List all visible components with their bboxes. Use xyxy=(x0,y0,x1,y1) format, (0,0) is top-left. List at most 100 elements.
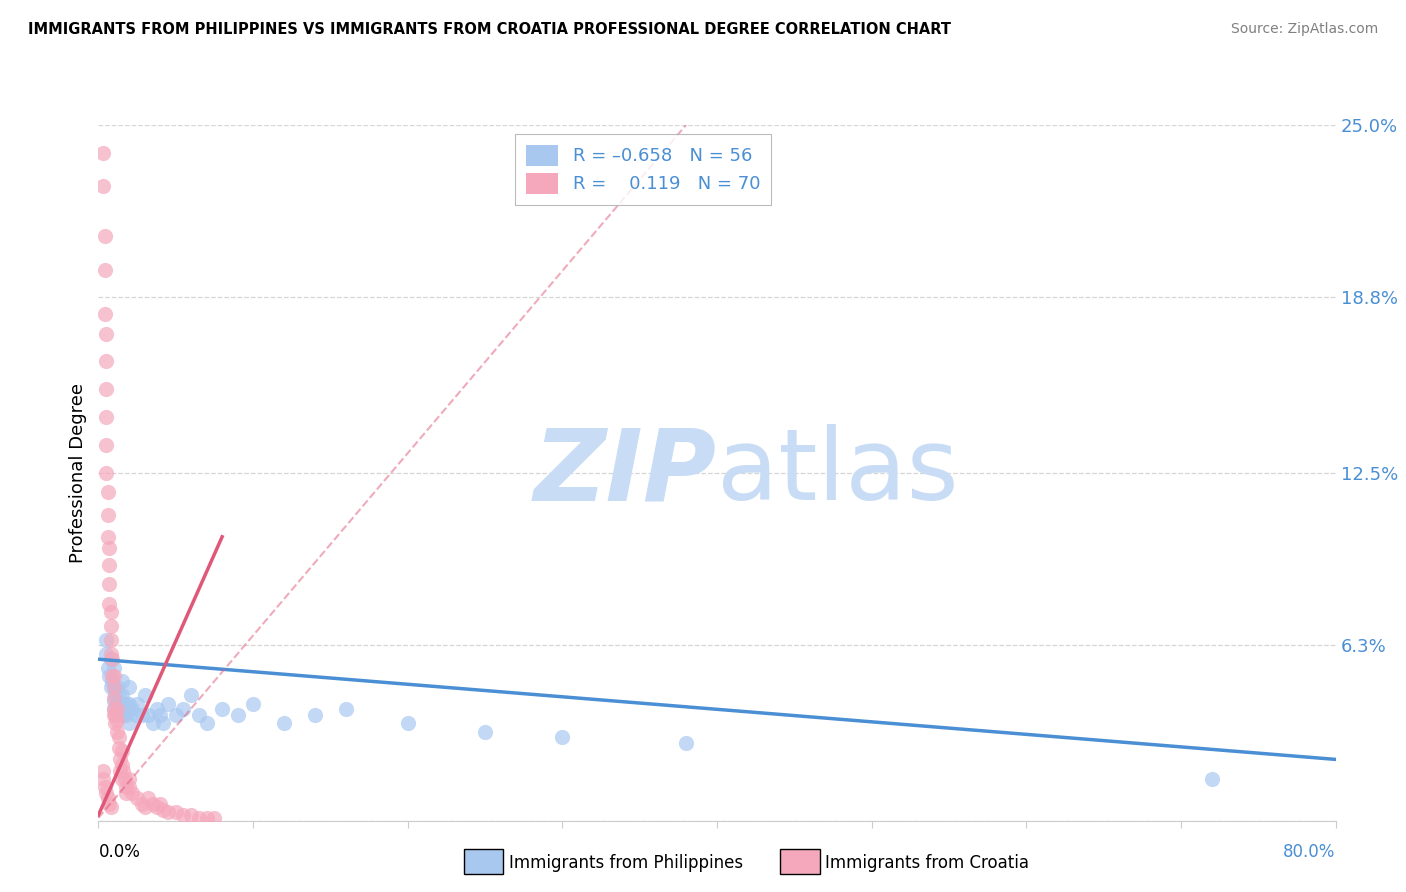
Point xyxy=(121,786,143,800)
Point xyxy=(97,485,120,500)
Text: 0.0%: 0.0% xyxy=(98,843,141,861)
Point xyxy=(97,791,120,805)
Point xyxy=(91,764,114,778)
Point xyxy=(93,307,115,321)
Point xyxy=(105,724,128,739)
Point xyxy=(103,707,125,722)
Point xyxy=(96,326,118,341)
Point xyxy=(103,680,125,694)
Point xyxy=(103,660,125,674)
Point xyxy=(101,652,124,666)
Point xyxy=(121,702,143,716)
Point xyxy=(112,764,135,778)
Point xyxy=(105,697,128,711)
Point xyxy=(103,702,125,716)
Point xyxy=(111,689,132,703)
Point xyxy=(108,752,131,766)
Point xyxy=(98,541,121,555)
Point xyxy=(107,689,129,703)
Point xyxy=(111,772,132,786)
Point xyxy=(141,716,165,731)
Point xyxy=(111,674,132,689)
Point xyxy=(100,619,122,633)
Point xyxy=(97,660,120,674)
Point xyxy=(152,803,174,817)
Point xyxy=(100,647,122,661)
Point xyxy=(273,716,295,731)
Point xyxy=(124,707,146,722)
Point xyxy=(131,797,153,811)
Point xyxy=(98,577,121,591)
Point xyxy=(96,382,118,396)
Point xyxy=(107,702,129,716)
Point xyxy=(149,707,172,722)
Text: Immigrants from Philippines: Immigrants from Philippines xyxy=(509,854,744,871)
Point xyxy=(115,786,138,800)
Point xyxy=(157,697,180,711)
Legend: R = –0.658   N = 56, R =    0.119   N = 70: R = –0.658 N = 56, R = 0.119 N = 70 xyxy=(515,134,770,204)
Point xyxy=(100,799,122,814)
Point xyxy=(96,438,118,452)
Point xyxy=(172,702,194,716)
Point xyxy=(149,797,172,811)
Point xyxy=(104,689,127,703)
Text: IMMIGRANTS FROM PHILIPPINES VS IMMIGRANTS FROM CROATIA PROFESSIONAL DEGREE CORRE: IMMIGRANTS FROM PHILIPPINES VS IMMIGRANT… xyxy=(28,22,950,37)
Point xyxy=(96,466,118,480)
Point xyxy=(165,805,187,820)
Point xyxy=(146,702,169,716)
Point xyxy=(118,780,141,795)
Point xyxy=(157,805,180,820)
Point xyxy=(172,808,194,822)
Point xyxy=(100,632,122,647)
Point xyxy=(100,680,122,694)
Point xyxy=(136,707,159,722)
Point xyxy=(105,680,128,694)
Point xyxy=(104,716,127,731)
Point xyxy=(226,707,249,722)
Point xyxy=(115,780,138,795)
Point xyxy=(96,647,118,661)
Point xyxy=(93,262,115,277)
Point xyxy=(180,689,202,703)
Point xyxy=(551,730,574,744)
Point xyxy=(112,697,135,711)
Point xyxy=(98,669,121,683)
Point xyxy=(114,702,136,716)
Point xyxy=(675,736,697,750)
Point xyxy=(134,689,156,703)
Point xyxy=(111,744,132,758)
Point xyxy=(96,354,118,368)
Text: Immigrants from Croatia: Immigrants from Croatia xyxy=(825,854,1029,871)
Point xyxy=(105,702,128,716)
Point xyxy=(131,707,153,722)
Point xyxy=(204,811,226,825)
Point xyxy=(101,674,124,689)
Point xyxy=(115,697,138,711)
Point xyxy=(134,799,156,814)
Text: ZIP: ZIP xyxy=(534,425,717,521)
Point xyxy=(211,702,233,716)
Point xyxy=(188,811,211,825)
Text: atlas: atlas xyxy=(717,425,959,521)
Point xyxy=(111,758,132,772)
Point xyxy=(96,410,118,425)
Point xyxy=(107,741,129,756)
Point xyxy=(396,716,419,731)
Point xyxy=(146,799,169,814)
Point xyxy=(103,680,125,694)
Point xyxy=(141,797,165,811)
Point xyxy=(91,145,114,160)
Point xyxy=(180,808,202,822)
Point xyxy=(93,780,115,795)
Point xyxy=(100,605,122,619)
Point xyxy=(242,697,264,711)
Point xyxy=(98,558,121,572)
Point xyxy=(103,702,125,716)
Point xyxy=(103,691,125,706)
Point xyxy=(115,707,138,722)
Point xyxy=(103,694,125,708)
Point xyxy=(127,791,149,805)
Point xyxy=(104,707,127,722)
Point xyxy=(335,702,357,716)
Point xyxy=(165,707,187,722)
